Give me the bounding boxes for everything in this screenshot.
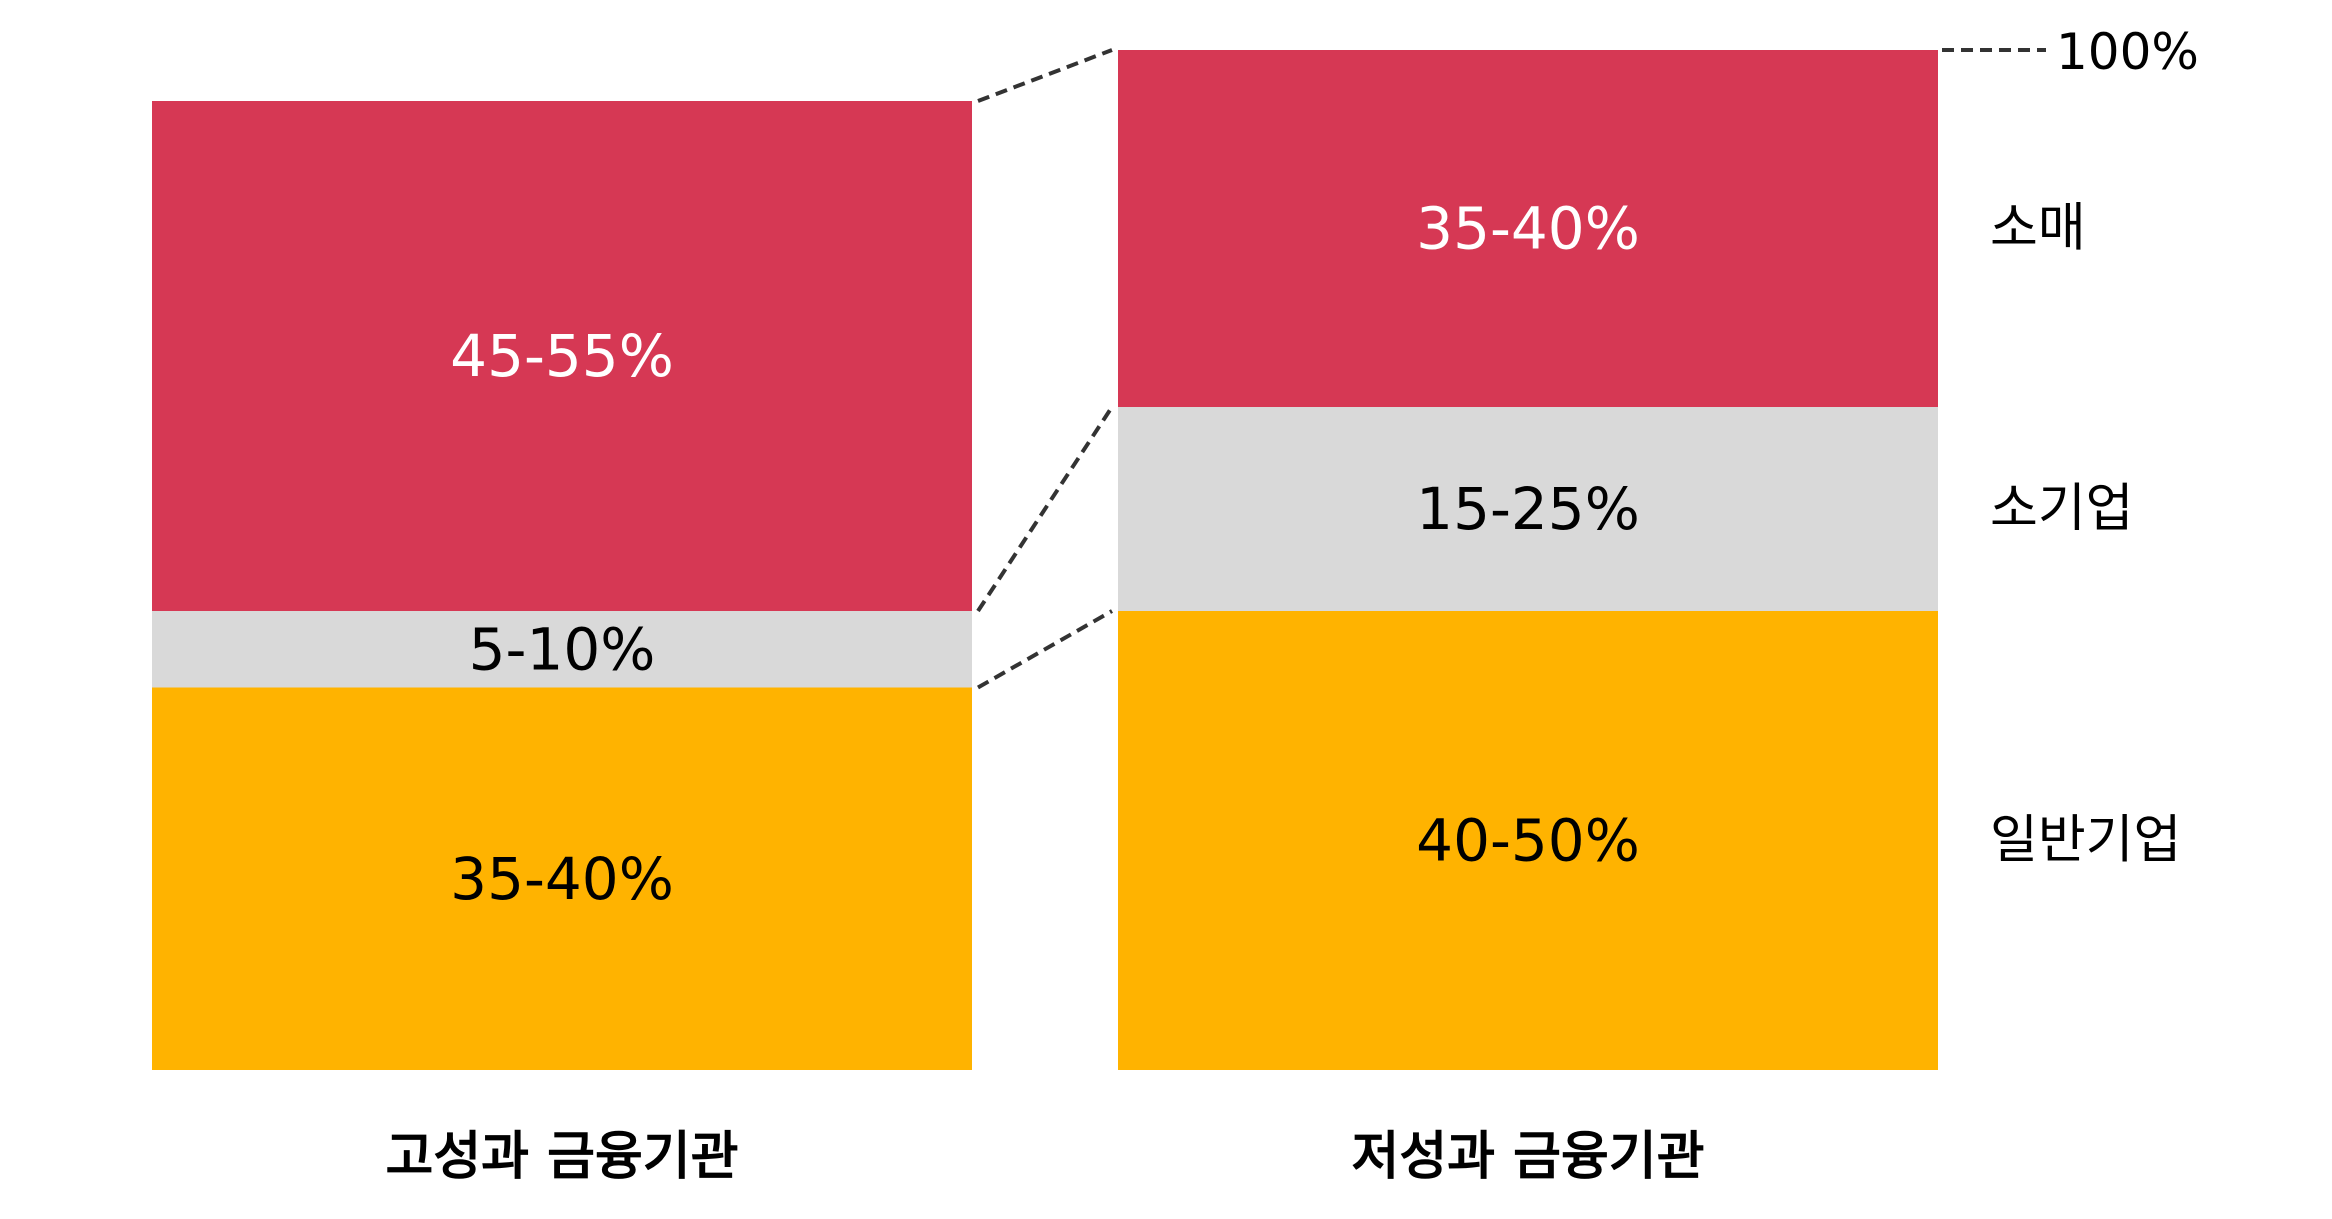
segment-labels: 35-40% 5-10% 45-55% 40-50% 15-25% 35-40% <box>450 195 1640 913</box>
bar-segment-1-0 <box>1118 611 1938 1070</box>
series-label-2: 소매 <box>1990 199 2086 259</box>
bar-segments <box>152 50 1938 1070</box>
reference-100: 100% <box>2056 23 2199 81</box>
segment-label-1-2: 35-40% <box>1416 195 1640 263</box>
top-reference-label: 100% <box>2056 23 2199 81</box>
bar-segment-0-1 <box>152 611 972 688</box>
segment-label-0-1: 5-10% <box>469 615 656 683</box>
bar-titles: 고성과 금융기관 저성과 금융기관 <box>386 1127 1705 1187</box>
category-labels: 일반기업 소기업 소매 <box>1990 199 2181 871</box>
bar-segment-1-1 <box>1118 407 1938 611</box>
connector-line-1 <box>976 405 1114 613</box>
bar-segment-1-2 <box>1118 50 1938 407</box>
connector-lines <box>976 48 2046 690</box>
segment-label-0-0: 35-40% <box>450 845 674 913</box>
series-label-1: 소기업 <box>1990 479 2134 539</box>
series-label-0: 일반기업 <box>1990 811 2181 871</box>
segment-label-1-1: 15-25% <box>1416 475 1640 543</box>
bar-title-0: 고성과 금융기관 <box>386 1127 739 1187</box>
bar-segment-0-0 <box>152 687 972 1070</box>
segment-label-0-2: 45-55% <box>450 322 674 390</box>
bar-title-1: 저성과 금융기관 <box>1352 1127 1705 1187</box>
bar-segment-0-2 <box>152 101 972 611</box>
connector-line-2 <box>977 48 1113 103</box>
connector-line-0 <box>977 609 1113 690</box>
segment-label-1-0: 40-50% <box>1416 807 1640 875</box>
